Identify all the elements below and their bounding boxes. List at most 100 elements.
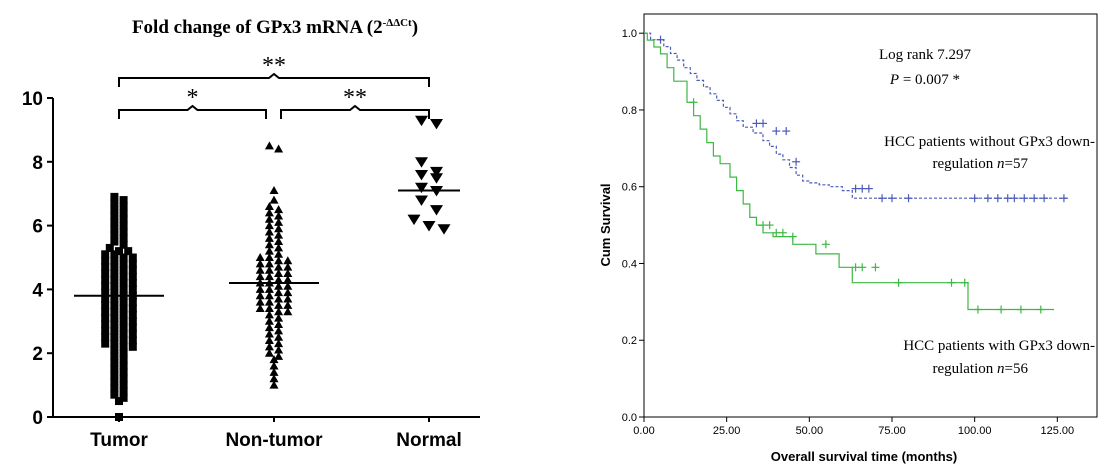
- censor-mark: [993, 194, 1002, 203]
- censor-mark: [1040, 194, 1049, 203]
- data-point: [110, 205, 119, 214]
- y-axis-title: Cum Survival: [598, 183, 613, 266]
- data-point: [128, 330, 137, 339]
- left-chart-significance-brackets: *** **: [118, 53, 430, 119]
- data-point: [128, 304, 137, 313]
- data-point: [255, 291, 265, 300]
- censor-mark: [878, 194, 887, 203]
- censor-mark: [973, 305, 982, 314]
- data-point: [101, 320, 110, 329]
- data-point: [119, 253, 128, 262]
- data-point: [415, 157, 428, 168]
- data-point: [430, 166, 443, 178]
- data-point: [274, 345, 284, 354]
- data-point: [274, 275, 284, 284]
- data-point: [255, 284, 265, 293]
- data-point: [274, 256, 284, 265]
- right-chart-axes: 0.0 0.2 0.4 0.6 0.8 1.0 0.00 25.00 50.00 75.00 100…: [622, 13, 1098, 437]
- data-point: [269, 355, 279, 364]
- data-point: [101, 288, 110, 297]
- data-point: [407, 214, 421, 226]
- left-x-tick-label: Non-tumor: [225, 430, 323, 451]
- censor-mark: [1036, 305, 1045, 314]
- data-point: [119, 279, 128, 288]
- data-point: [110, 231, 119, 240]
- data-point: [264, 335, 274, 344]
- data-point: [274, 262, 284, 271]
- data-point: [119, 381, 128, 390]
- data-point: [274, 237, 284, 246]
- data-point: [437, 224, 451, 235]
- data-point: [101, 294, 110, 303]
- data-point: [264, 304, 274, 313]
- survival-curve-chart: 0.0 0.2 0.4 0.6 0.8 1.0 0.00 25.00 50.00 75.00 100…: [598, 13, 1098, 464]
- data-point: [105, 243, 114, 252]
- data-point: [274, 249, 284, 258]
- censor-mark: [792, 157, 801, 166]
- data-point: [110, 237, 119, 246]
- data-point: [128, 336, 137, 345]
- data-point: [115, 247, 123, 256]
- left-y-tick-label: 2: [32, 344, 43, 365]
- significance-stars: **: [262, 53, 286, 79]
- censor-mark: [689, 98, 698, 107]
- data-point: [274, 313, 284, 322]
- left-chart-axes: 0 2 4 6 8 10 Tumor Non-tumor Normal: [22, 89, 480, 451]
- data-point: [128, 317, 137, 326]
- series-label-with-line1: HCC patients with GPx3 down-: [903, 338, 1095, 354]
- data-point: [255, 265, 265, 274]
- significance-stars: *: [187, 85, 199, 111]
- data-point: [274, 351, 284, 360]
- right-chart-lines: [644, 32, 1068, 311]
- data-point: [119, 355, 128, 364]
- data-point: [422, 221, 436, 232]
- data-point: [283, 307, 293, 316]
- data-point: [119, 202, 128, 211]
- data-point: [101, 282, 110, 291]
- data-point: [110, 358, 119, 367]
- data-point: [101, 250, 110, 259]
- significance-bracket: [118, 72, 430, 87]
- data-point: [264, 208, 274, 217]
- data-point: [255, 253, 265, 261]
- data-point: [119, 361, 128, 370]
- data-point: [274, 332, 284, 341]
- data-point: [430, 173, 443, 184]
- data-point: [430, 118, 443, 130]
- data-point: [110, 256, 119, 265]
- data-point: [119, 317, 128, 326]
- data-point: [283, 300, 293, 309]
- data-point: [255, 259, 265, 268]
- censor-mark: [821, 240, 830, 249]
- data-point: [119, 387, 128, 396]
- data-point: [264, 253, 274, 261]
- left-chart-mean-lines: [74, 189, 460, 297]
- data-point: [110, 250, 119, 259]
- right-x-tick-label: 100.00: [958, 425, 992, 437]
- data-point: [119, 298, 128, 307]
- data-point: [264, 348, 274, 357]
- survival-line-without-downregulation: [644, 32, 1068, 199]
- data-point: [119, 330, 128, 339]
- data-point: [110, 346, 119, 355]
- data-point: [415, 170, 428, 181]
- data-point: [101, 307, 110, 316]
- data-point: [269, 380, 279, 389]
- data-point: [101, 339, 110, 348]
- data-point: [110, 390, 119, 399]
- right-x-tick-label: 50.00: [796, 425, 824, 437]
- censor-mark: [970, 194, 979, 203]
- data-point: [264, 221, 274, 230]
- left-y-tick-label: 10: [22, 89, 43, 110]
- data-point: [264, 297, 274, 306]
- data-point: [264, 284, 274, 293]
- right-chart-censor-marks: [656, 35, 1068, 314]
- left-y-tick-label: 4: [32, 280, 43, 301]
- data-point: [110, 307, 119, 316]
- data-point: [128, 272, 137, 281]
- left-y-tick-label: 8: [32, 153, 43, 174]
- data-point: [119, 208, 128, 217]
- data-point: [255, 297, 265, 306]
- data-point: [274, 230, 284, 239]
- data-point: [110, 371, 119, 380]
